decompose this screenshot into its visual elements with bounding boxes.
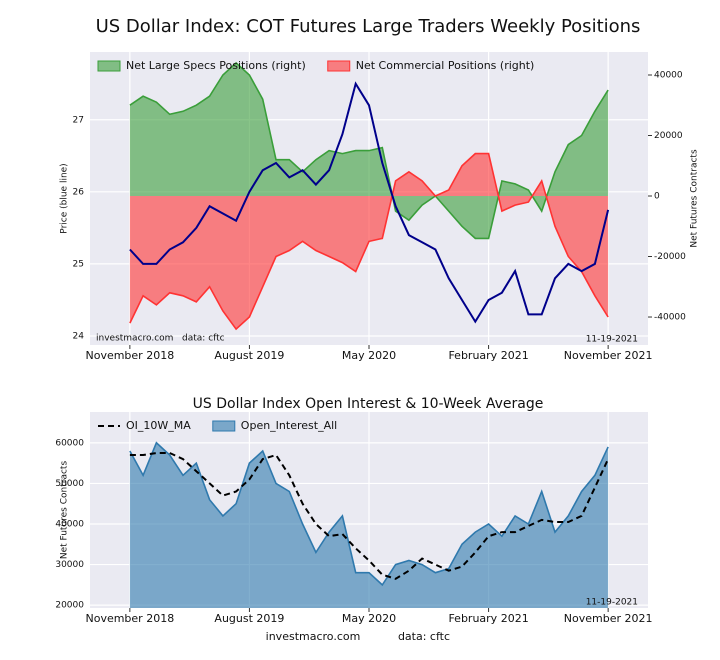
x-tick-label: November 2018	[85, 349, 174, 362]
y-tick-label: 25	[73, 259, 84, 269]
area-edge	[129, 441, 609, 587]
y2-tick-label: 20000	[654, 131, 683, 141]
legend-label: Net Large Specs Positions (right)	[126, 59, 306, 72]
y2-tick-label: -20000	[654, 252, 686, 262]
area-edge	[129, 152, 609, 331]
x-tick-label: August 2019	[214, 349, 284, 362]
x-tick-label: August 2019	[214, 612, 284, 625]
y-tick-label: 24	[73, 331, 85, 341]
x-tick-label: February 2021	[448, 612, 528, 625]
area-edge	[129, 61, 609, 240]
chart-title: US Dollar Index Open Interest & 10-Week …	[193, 396, 544, 412]
x-tick-label: November 2021	[564, 612, 653, 625]
legend-label: Open_Interest_All	[241, 419, 337, 432]
x-tick-label: November 2021	[564, 349, 653, 362]
legend-label: Net Commercial Positions (right)	[356, 59, 535, 72]
footer-site: investmacro.com	[266, 630, 361, 643]
y2-tick-label: 0	[654, 192, 660, 202]
x-tick-label: May 2020	[342, 612, 396, 625]
y-tick-label: 40000	[55, 520, 84, 530]
series-line	[129, 81, 610, 324]
legend-swatch	[97, 60, 121, 72]
x-tick-label: November 2018	[85, 612, 174, 625]
area-fill	[129, 442, 609, 608]
series-line	[129, 452, 610, 580]
y2-axis-label: Net Futures Contracts	[690, 149, 700, 248]
date-note: 11-19-2021	[586, 335, 638, 345]
y-tick-label: 27	[73, 115, 84, 125]
y2-tick-label: 40000	[654, 70, 683, 80]
y-tick-label: 20000	[55, 601, 84, 611]
y-axis-label: Net Futures Contracts	[60, 461, 70, 560]
legend-swatch	[327, 60, 351, 72]
legend-label: OI_10W_MA	[126, 419, 191, 432]
y2-tick-label: -40000	[654, 313, 686, 323]
date-note: 11-19-2021	[586, 598, 638, 608]
y-axis-label: Price (blue line)	[60, 163, 70, 233]
x-tick-label: February 2021	[448, 349, 528, 362]
source-note: investmacro.com data: cftc	[96, 334, 225, 344]
page-title: US Dollar Index: COT Futures Large Trade…	[96, 16, 641, 37]
y-tick-label: 60000	[55, 438, 84, 448]
y-tick-label: 30000	[55, 560, 84, 570]
footer-data: data: cftc	[398, 630, 450, 643]
legend-swatch	[212, 420, 236, 432]
x-tick-label: May 2020	[342, 349, 396, 362]
y-tick-label: 26	[73, 187, 85, 197]
y-tick-label: 50000	[55, 479, 84, 489]
